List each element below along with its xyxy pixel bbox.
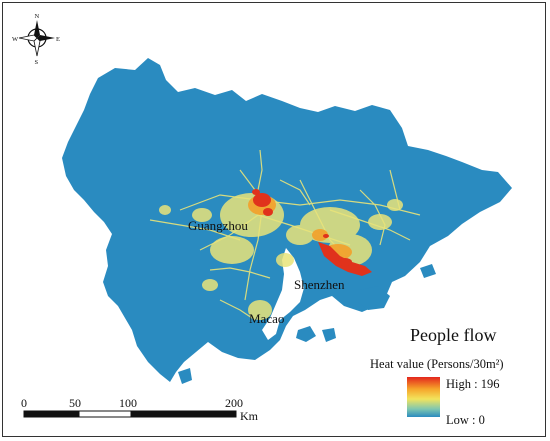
scale-bar: 0 50 100 200 Km — [21, 396, 259, 423]
scale-tick-50: 50 — [69, 396, 81, 410]
heat-areas-high — [252, 189, 372, 276]
island — [358, 286, 390, 310]
compass-s-label: S — [35, 59, 39, 66]
scale-seg-0-50 — [23, 410, 80, 418]
legend-subtitle: Heat value (Persons/30m²) — [370, 357, 504, 371]
island — [296, 326, 316, 342]
legend-gradient-bar — [407, 377, 440, 417]
compass-south-arrow — [33, 37, 41, 57]
island — [178, 368, 192, 384]
city-label-macao: Macao — [249, 311, 284, 326]
legend-low-label: Low : 0 — [446, 413, 485, 427]
island — [420, 264, 436, 278]
city-label-guangzhou: Guangzhou — [188, 218, 248, 233]
compass-north-arrow — [34, 20, 40, 38]
compass-w-label: W — [12, 36, 19, 43]
legend: People flow Heat value (Persons/30m²) Hi… — [370, 325, 504, 427]
scale-tick-200: 200 — [225, 396, 243, 410]
scale-seg-100-200 — [130, 410, 237, 418]
compass-n-label: N — [35, 13, 40, 20]
scale-tick-100: 100 — [119, 396, 137, 410]
scale-unit: Km — [240, 409, 259, 423]
compass-rose: N S E W — [12, 13, 60, 66]
scale-tick-0: 0 — [21, 396, 27, 410]
city-label-shenzhen: Shenzhen — [294, 277, 345, 292]
compass-west-arrow — [18, 34, 38, 42]
region-landmass — [62, 58, 512, 382]
compass-e-label: E — [56, 36, 60, 43]
island — [322, 328, 336, 342]
legend-high-label: High : 196 — [446, 377, 499, 391]
compass-east-arrow — [37, 35, 55, 41]
legend-title: People flow — [410, 325, 496, 345]
scale-seg-50-100 — [78, 410, 132, 418]
estuary — [262, 248, 304, 340]
